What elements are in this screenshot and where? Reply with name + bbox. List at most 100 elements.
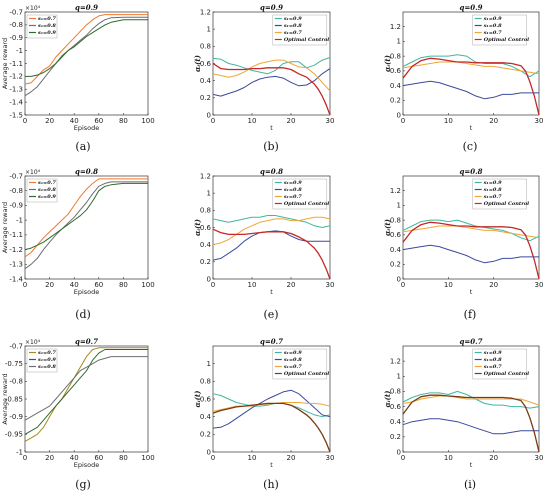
plot-frame (402, 175, 540, 280)
x-tick-label: 10 (248, 454, 257, 462)
series-line (212, 57, 331, 75)
series-line (212, 228, 331, 280)
legend-label: Optimal Control (484, 371, 529, 377)
y-tick-label: 1.2 (390, 23, 401, 31)
series-line (212, 389, 331, 429)
x-tick-label: 20 (489, 281, 498, 289)
x-tick-label: 80 (119, 117, 128, 125)
legend: s₁=0.7s₁=0.8s₁=0.9 (26, 14, 58, 39)
series-line (402, 225, 540, 239)
x-tick-label: 20 (45, 281, 54, 289)
series-line (24, 178, 148, 258)
y-tick-label: 0 (397, 448, 401, 456)
chart-panel-e: 0 10 20 30 0 0.2 0.4 0.6 0.8 1 1.2 q=0.8 t αᵢ(t) s₁=0.… (193, 167, 334, 321)
y-tick-label: 1 (397, 38, 401, 46)
chart-panel-g: 0 20 40 60 80 100 -1 -0.95 -0.9 -0.85 -0.8 -0.75 -0.… (1, 337, 155, 491)
y-tick-label: 0 (397, 275, 401, 283)
series-line (212, 68, 331, 97)
y-tick-label: -0.9 (9, 413, 23, 421)
y-tick-label: 0.8 (390, 52, 401, 60)
series-line (24, 14, 148, 85)
x-tick-label: 20 (287, 281, 296, 289)
x-tick-label: 10 (444, 117, 453, 125)
chart-title: q=0.7 (75, 337, 98, 346)
x-tick-label: 0 (211, 454, 215, 462)
x-axis-label: t (470, 288, 473, 296)
chart-title: q=0.8 (260, 167, 283, 176)
plot-frame (402, 11, 540, 116)
x-axis-label: t (470, 124, 473, 132)
y-tick-label: -0.9 (9, 202, 23, 210)
x-tick-label: 80 (119, 281, 128, 289)
y-tick-label: -0.85 (5, 395, 23, 403)
y-axis-label: αᵢ(t) (193, 55, 202, 72)
x-tick-label: 100 (141, 454, 154, 462)
y-axis-multiplier: ×10⁴ (25, 339, 41, 346)
y-tick-label: 0.6 (200, 224, 212, 232)
y-tick-label: -1 (16, 216, 23, 224)
chart-panel-b: 0 10 20 30 0 0.2 0.4 0.6 0.8 1 1.2 q=0.9 t αᵢ(t) s₁=0.… (193, 3, 334, 153)
series-line (402, 418, 539, 435)
legend-label: s₁=0.9 (284, 180, 302, 186)
y-axis-label: αᵢ(t) (383, 55, 392, 72)
y-tick-label: 0.8 (200, 207, 211, 215)
x-tick-label: 0 (23, 454, 27, 462)
x-axis-label: Episode (74, 124, 100, 132)
chart-title: q=0.7 (460, 337, 483, 346)
y-tick-label: 0.4 (200, 413, 212, 421)
x-tick-label: 40 (70, 117, 79, 125)
panel-label: (e) (263, 308, 278, 321)
y-tick-label: -1.5 (9, 111, 23, 119)
y-tick-label: -1.3 (9, 261, 23, 269)
y-axis-label: Average reward (1, 373, 9, 424)
legend-label: Optimal Control (284, 371, 329, 377)
y-tick-label: -0.75 (5, 360, 23, 368)
panel-label: (d) (75, 308, 91, 321)
chart-panel-f: 0 10 20 30 0 0.2 0.4 0.6 0.8 1 1.2 q=0.8 t αᵢ(t) s₁=0.… (383, 167, 543, 321)
y-tick-label: 0.8 (390, 216, 401, 224)
y-tick-label: 1.2 (390, 187, 401, 195)
legend-label: s₁=0.8 (484, 357, 502, 363)
y-tick-label: 1.2 (390, 357, 401, 365)
y-tick-label: 1 (207, 189, 211, 197)
y-tick-label: 0.6 (390, 403, 402, 411)
series-line (25, 19, 148, 77)
panel-label: (g) (75, 478, 91, 491)
y-tick-label: 0.2 (200, 94, 211, 102)
x-tick-label: 0 (211, 281, 215, 289)
y-tick-label: 1 (207, 360, 211, 368)
chart-panel-c: 0 10 20 30 0 0.2 0.4 0.6 0.8 1 1.2 q=0.9 t αᵢ(t) s₁=0.… (383, 3, 543, 153)
y-tick-label: 0.2 (390, 433, 401, 441)
y-tick-label: 0.6 (200, 60, 212, 68)
legend-label: s₁=0.9 (484, 180, 502, 186)
y-tick-label: 0.8 (200, 43, 211, 51)
y-axis-label: αᵢ(t) (193, 219, 202, 236)
legend-label: s₁=0.7 (484, 364, 502, 370)
legend-label: s₁=0.8 (484, 187, 502, 193)
legend-label: s₁=0.9 (484, 350, 502, 356)
legend-label: s₁=0.8 (284, 187, 302, 193)
y-tick-label: -0.95 (5, 431, 23, 439)
legend-label: s₁=0.7 (484, 194, 502, 200)
x-axis-label: Episode (74, 288, 100, 296)
legend-label: s₁=0.7 (284, 30, 302, 36)
y-axis-label: αᵢ(t) (193, 391, 202, 408)
chart-title: q=0.9 (75, 3, 98, 12)
y-tick-label: 0.4 (390, 82, 402, 90)
plot-frame (24, 175, 149, 280)
legend-label: s₁=0.7 (38, 16, 56, 22)
chart-panel-d: 0 20 40 60 80 100 -1.4 -1.3 -1.2 -1.1 -1 -0.9 -0.8 -0… (1, 167, 155, 321)
y-tick-label: 0.8 (200, 378, 211, 386)
legend-label: s₁=0.9 (484, 16, 502, 22)
x-tick-label: 10 (248, 281, 257, 289)
y-tick-label: 0.2 (200, 258, 211, 266)
series-line (24, 182, 148, 251)
y-tick-label: 1.2 (200, 8, 211, 16)
x-tick-label: 60 (94, 117, 103, 125)
x-tick-label: 30 (326, 281, 335, 289)
series-line (402, 394, 540, 453)
series-line (212, 402, 331, 453)
chart-title: q=0.8 (75, 167, 98, 176)
series-line (402, 221, 540, 280)
